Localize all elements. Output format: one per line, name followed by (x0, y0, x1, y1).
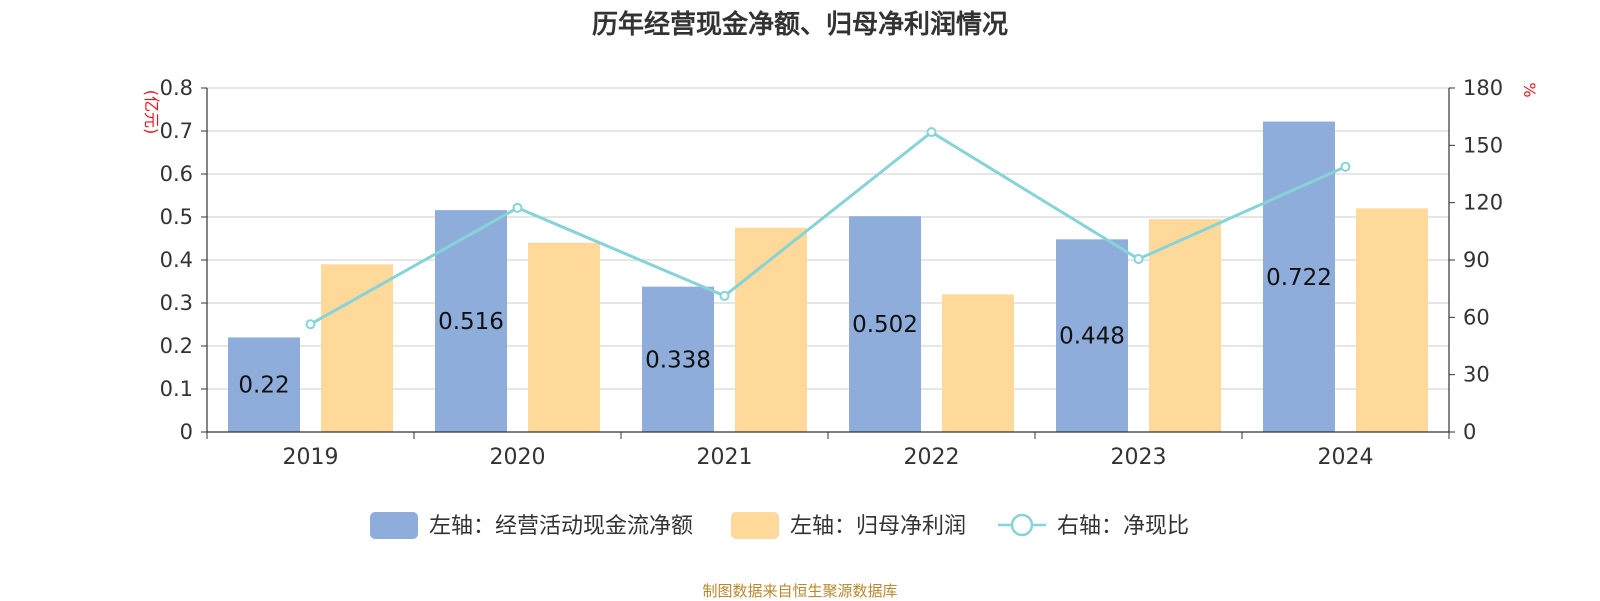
bar (1056, 239, 1128, 432)
left-tick-label: 0.5 (160, 205, 193, 229)
bar (1149, 219, 1221, 432)
right-tick-label: 30 (1463, 363, 1490, 387)
bar (642, 286, 714, 432)
bar (849, 216, 921, 432)
bar-group (228, 121, 1428, 432)
left-tick-label: 0.3 (160, 291, 193, 315)
bar (228, 337, 300, 432)
bar-value-label: 0.502 (852, 312, 918, 338)
bar (1356, 208, 1428, 432)
bar-value-label: 0.338 (645, 347, 711, 373)
right-tick-label: 120 (1463, 191, 1503, 215)
ratio-point (1133, 254, 1144, 265)
left-tick-label: 0.2 (160, 334, 193, 358)
ratio-point (719, 290, 730, 301)
ratio-point (305, 319, 316, 330)
right-tick-label: 60 (1463, 305, 1490, 329)
axes: 0 0.1 0.2 0.3 0.4 0.5 0.6 0.7 0.8 0 30 60 90 120 150 18… (142, 76, 1539, 470)
bar (1263, 121, 1335, 432)
x-tick-label: 2021 (697, 445, 753, 470)
left-tick-label: 0.7 (160, 119, 193, 143)
x-tick-label: 2019 (283, 445, 339, 470)
right-tick-label: 0 (1463, 420, 1476, 444)
legend-marker (1010, 513, 1034, 537)
bar-value-label: 0.516 (438, 309, 504, 335)
ratio-point (926, 127, 937, 138)
legend-label: 左轴：经营活动现金流净额 (429, 514, 693, 539)
legend-label: 右轴：净现比 (1057, 514, 1189, 539)
ratio-point (512, 202, 523, 213)
ratio-line (309, 130, 1347, 326)
legend-label: 左轴：归母净利润 (790, 514, 966, 539)
bar-value-label: 0.722 (1266, 265, 1332, 291)
bar-value-label: 0.448 (1059, 324, 1125, 350)
left-tick-label: 0 (180, 420, 193, 444)
right-tick-label: 180 (1463, 76, 1503, 100)
x-tick-label: 2022 (904, 445, 960, 470)
bar-labels: 0.22 0.516 0.338 0.502 0.448 0.722 (238, 265, 1332, 399)
data-source-note: 制图数据来自恒生聚源数据库 (702, 582, 898, 600)
right-tick-label: 90 (1463, 248, 1490, 272)
left-tick-label: 0.6 (160, 162, 193, 186)
left-tick-label: 0.4 (160, 248, 193, 272)
right-tick-label: 150 (1463, 133, 1503, 157)
legend-swatch (370, 512, 418, 539)
left-tick-label: 0.1 (160, 377, 193, 401)
legend: 左轴：经营活动现金流净额 左轴：归母净利润 右轴：净现比 (370, 512, 1189, 539)
x-tick-label: 2020 (490, 445, 546, 470)
bar (321, 264, 393, 432)
bar (735, 227, 807, 432)
left-axis-unit: (亿元) (142, 90, 161, 135)
chart-title: 历年经营现金净额、归母净利润情况 (591, 10, 1008, 40)
gridlines (207, 87, 1449, 390)
bar-value-label: 0.22 (238, 373, 289, 399)
bar (528, 242, 600, 432)
legend-swatch (731, 512, 779, 539)
ratio-point (1340, 161, 1351, 172)
left-tick-label: 0.8 (160, 76, 193, 100)
bar (942, 294, 1014, 432)
x-tick-label: 2024 (1318, 445, 1374, 470)
right-axis-unit: % (1520, 82, 1539, 97)
x-tick-label: 2023 (1111, 445, 1167, 470)
line-series (305, 127, 1351, 330)
